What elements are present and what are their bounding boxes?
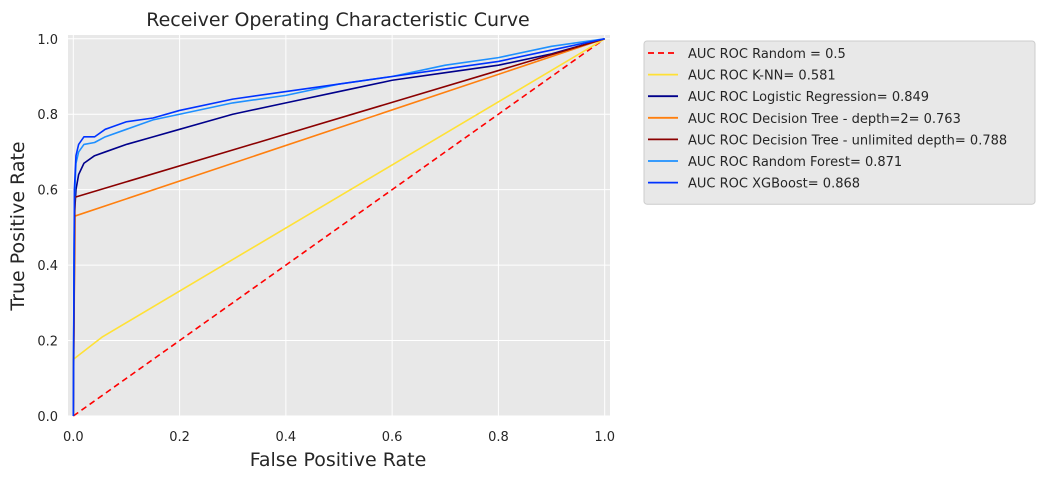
- legend-box: [643, 40, 1036, 205]
- legend-entry-1: AUC ROC K-NN= 0.581: [688, 69, 836, 84]
- y-axis-ticks: 0.0 0.2 0.4 0.6 0.8 1.0: [37, 33, 58, 425]
- y-tick-label: 1.0: [37, 33, 58, 48]
- legend-entry-5: AUC ROC Random Forest= 0.871: [688, 155, 902, 170]
- legend-entry-3: AUC ROC Decision Tree - depth=2= 0.763: [688, 112, 961, 127]
- x-tick-label: 0.6: [382, 430, 403, 445]
- legend-entry-2: AUC ROC Logistic Regression= 0.849: [688, 90, 929, 105]
- x-tick-label: 0.2: [169, 430, 190, 445]
- plot-area: [68, 35, 610, 417]
- legend-entry-0: AUC ROC Random = 0.5: [688, 47, 846, 62]
- series-line-0: [72, 38, 606, 417]
- series-line-5: [72, 37, 605, 417]
- x-tick-label: 0.4: [276, 430, 297, 445]
- y-axis-title: True Positive Rate: [7, 141, 29, 311]
- y-tick-label: 0.0: [37, 410, 58, 425]
- y-tick-label: 0.8: [37, 108, 58, 123]
- series-line-2: [72, 38, 605, 417]
- x-tick-label: 0.0: [63, 430, 84, 445]
- y-tick-label: 0.4: [37, 259, 58, 274]
- x-tick-label: 0.8: [488, 430, 509, 445]
- x-tick-label: 1.0: [594, 430, 615, 445]
- legend-entry-6: AUC ROC XGBoost= 0.868: [688, 177, 860, 192]
- legend: AUC ROC Random = 0.5 AUC ROC K-NN= 0.581 A…: [643, 40, 1036, 205]
- y-tick-label: 0.6: [37, 184, 58, 199]
- chart-title: Receiver Operating Characteristic Curve: [146, 9, 530, 31]
- x-axis-ticks: 0.0 0.2 0.4 0.6 0.8 1.0: [63, 430, 615, 445]
- y-tick-label: 0.2: [37, 335, 58, 350]
- plot-background: [68, 35, 610, 416]
- x-axis-title: False Positive Rate: [250, 449, 427, 471]
- series-line-6: [72, 37, 605, 417]
- legend-entry-4: AUC ROC Decision Tree - unlimited depth=…: [688, 133, 1007, 148]
